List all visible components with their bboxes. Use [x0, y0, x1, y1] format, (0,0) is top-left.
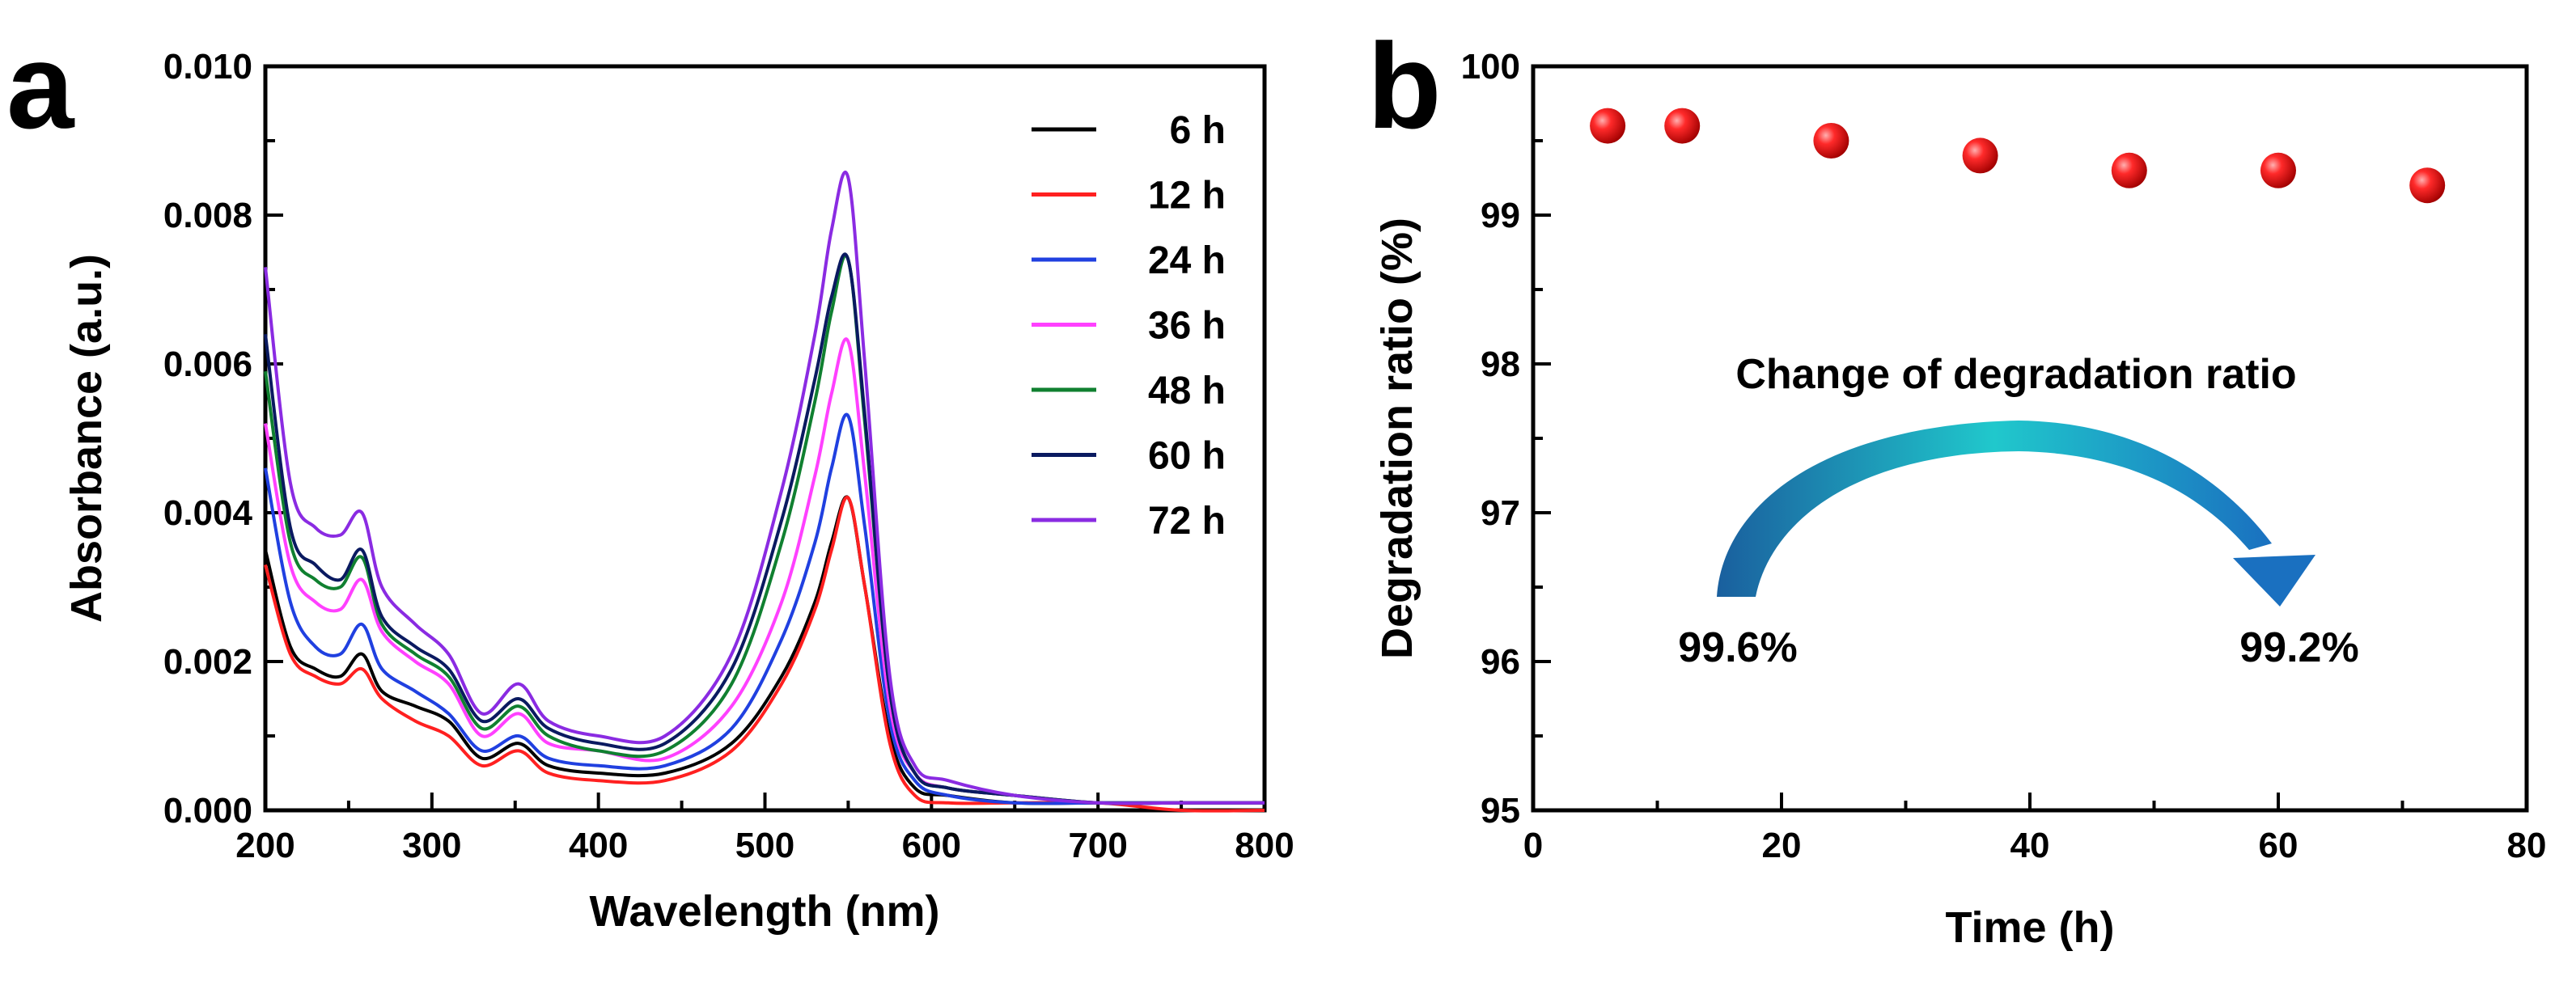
panel-b-letter: b — [1367, 18, 1442, 154]
a-x-tick-label: 800 — [1235, 826, 1294, 865]
b-y-tick-label: 95 — [1481, 791, 1520, 831]
series-line-12h — [264, 495, 1265, 813]
legend-label: 12 h — [1148, 175, 1226, 218]
panel-a-x-tick-labels: 200 300 400 500 600 700 800 — [235, 826, 1294, 865]
b-x-tick-label: 60 — [2259, 826, 2298, 865]
a-x-tick-label: 600 — [902, 826, 961, 865]
annotation-title: Change of degradation ratio — [1735, 351, 2296, 398]
b-x-tick-label: 40 — [2010, 826, 2050, 865]
data-point — [1664, 108, 1701, 144]
a-x-tick-label: 300 — [402, 826, 461, 865]
data-point — [1590, 108, 1626, 144]
data-point — [2111, 152, 2147, 188]
data-point — [2409, 167, 2446, 204]
a-x-tick-label: 500 — [735, 826, 794, 865]
series-line-6h — [264, 495, 1265, 805]
series-line-24h — [264, 412, 1265, 805]
panel-b-ticks — [1532, 65, 2528, 812]
b-y-tick-label: 99 — [1481, 196, 1520, 235]
legend-label: 48 h — [1148, 370, 1226, 412]
legend-label: 36 h — [1148, 305, 1226, 348]
panel-b: b 95 96 97 98 99 100 0 20 40 60 80 Change of degr… — [1367, 18, 2546, 952]
a-x-tick-label: 400 — [569, 826, 628, 865]
b-y-tick-label: 98 — [1481, 345, 1520, 384]
panel-b-y-axis-label: Degradation ratio (%) — [1373, 218, 1421, 659]
panel-a-legend: 6 h 12 h 24 h 36 h 48 h 60 h 72 h — [1032, 109, 1226, 543]
data-point — [1962, 137, 1998, 174]
a-y-tick-label: 0.004 — [163, 493, 253, 533]
annotation-start-value: 99.6% — [1678, 624, 1797, 671]
a-y-tick-label: 0.010 — [163, 47, 252, 87]
a-x-tick-label: 200 — [235, 826, 294, 865]
a-y-tick-label: 0.006 — [163, 345, 252, 384]
panel-a-letter: a — [6, 18, 75, 154]
degradation-change-arrowhead-icon — [2233, 555, 2315, 607]
panel-a-y-axis-label: Absorbance (a.u.) — [62, 254, 111, 623]
panel-a: a 0.000 0.002 0.004 0.006 0.008 0.010 200 300 4… — [6, 18, 1294, 936]
panel-b-y-tick-labels: 95 96 97 98 99 100 — [1461, 47, 1520, 831]
series-line-60h — [264, 252, 1265, 805]
b-x-tick-label: 80 — [2507, 826, 2547, 865]
data-point — [1813, 123, 1849, 159]
a-x-tick-label: 700 — [1068, 826, 1127, 865]
legend-label: 6 h — [1170, 109, 1226, 152]
b-x-tick-label: 20 — [1762, 826, 1802, 865]
b-y-tick-label: 96 — [1481, 642, 1520, 682]
panel-a-y-tick-labels: 0.000 0.002 0.004 0.006 0.008 0.010 — [163, 47, 253, 831]
series-line-36h — [264, 337, 1265, 805]
degradation-change-arrow-body — [1717, 421, 2272, 597]
panel-a-series — [264, 170, 1265, 813]
legend-label: 24 h — [1148, 239, 1226, 282]
panel-b-points — [1590, 108, 2446, 204]
annotation-end-value: 99.2% — [2239, 624, 2358, 671]
b-y-tick-label: 100 — [1461, 47, 1520, 87]
panel-b-x-tick-labels: 0 20 40 60 80 — [1523, 826, 2547, 865]
series-line-72h — [264, 170, 1265, 805]
a-y-tick-label: 0.002 — [163, 642, 252, 682]
b-y-tick-label: 97 — [1481, 493, 1520, 533]
data-point — [2260, 152, 2296, 188]
legend-label: 60 h — [1148, 435, 1226, 478]
panel-a-x-axis-label: Wavelength (nm) — [589, 887, 939, 936]
b-x-tick-label: 0 — [1523, 826, 1543, 865]
panel-a-plot-frame — [263, 64, 1267, 813]
panel-b-x-axis-label: Time (h) — [1945, 903, 2114, 952]
a-y-tick-label: 0.008 — [163, 196, 252, 235]
panel-a-ticks — [264, 65, 1266, 812]
legend-label: 72 h — [1148, 500, 1226, 543]
a-y-tick-label: 0.000 — [163, 791, 252, 831]
